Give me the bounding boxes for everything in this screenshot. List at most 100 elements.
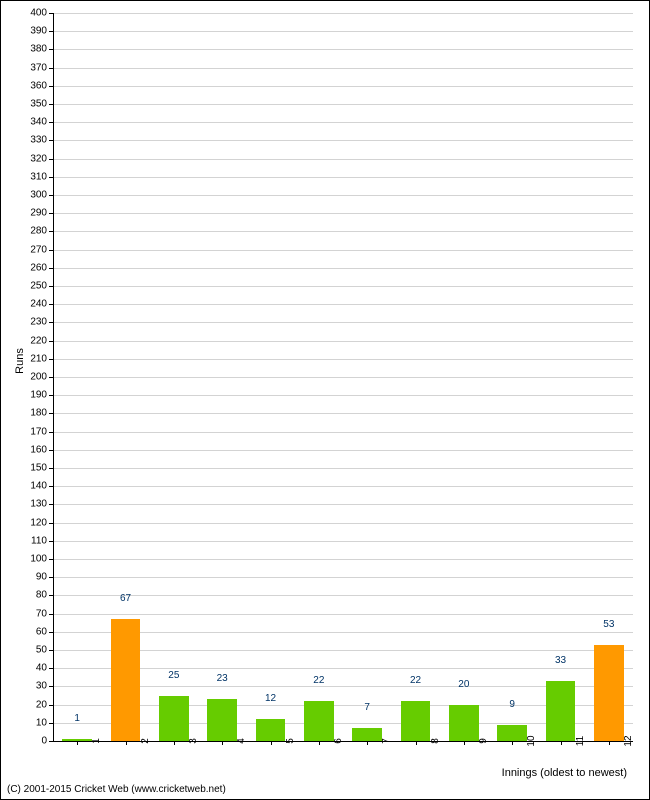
gridline	[53, 140, 633, 141]
gridline	[53, 104, 633, 105]
y-tick-label: 60	[36, 626, 53, 637]
gridline	[53, 31, 633, 32]
y-tick-label: 0	[41, 736, 53, 747]
bar-value-label: 67	[120, 593, 131, 606]
y-tick-label: 10	[36, 717, 53, 728]
gridline	[53, 614, 633, 615]
y-tick-label: 340	[30, 117, 53, 128]
y-tick-label: 90	[36, 572, 53, 583]
y-tick-label: 320	[30, 153, 53, 164]
gridline	[53, 559, 633, 560]
bar-value-label: 7	[364, 702, 370, 715]
y-tick-label: 30	[36, 681, 53, 692]
bar-value-label: 22	[313, 675, 324, 688]
y-tick-label: 330	[30, 135, 53, 146]
y-tick-label: 280	[30, 226, 53, 237]
gridline	[53, 541, 633, 542]
y-tick-label: 40	[36, 663, 53, 674]
bar	[401, 701, 431, 741]
y-tick-label: 130	[30, 499, 53, 510]
y-tick-label: 370	[30, 62, 53, 73]
bar-value-label: 20	[458, 679, 469, 692]
y-tick-label: 400	[30, 8, 53, 19]
bar	[207, 699, 237, 741]
gridline	[53, 177, 633, 178]
y-tick-label: 110	[31, 535, 53, 546]
bar-value-label: 12	[265, 693, 276, 706]
gridline	[53, 341, 633, 342]
gridline	[53, 577, 633, 578]
y-tick-label: 300	[30, 190, 53, 201]
bar-value-label: 1	[74, 713, 80, 726]
bar	[594, 645, 624, 741]
gridline	[53, 286, 633, 287]
y-tick-label: 200	[30, 372, 53, 383]
gridline	[53, 159, 633, 160]
chart-container: 0102030405060708090100110120130140150160…	[0, 0, 650, 800]
y-tick-label: 250	[30, 281, 53, 292]
gridline	[53, 68, 633, 69]
gridline	[53, 250, 633, 251]
gridline	[53, 122, 633, 123]
gridline	[53, 231, 633, 232]
gridline	[53, 304, 633, 305]
gridline	[53, 195, 633, 196]
bar-value-label: 22	[410, 675, 421, 688]
copyright-text: (C) 2001-2015 Cricket Web (www.cricketwe…	[7, 784, 226, 795]
y-tick-label: 80	[36, 590, 53, 601]
y-tick-label: 220	[30, 335, 53, 346]
gridline	[53, 595, 633, 596]
gridline	[53, 413, 633, 414]
y-tick-label: 20	[36, 699, 53, 710]
gridline	[53, 486, 633, 487]
y-tick-label: 150	[30, 463, 53, 474]
gridline	[53, 377, 633, 378]
gridline	[53, 268, 633, 269]
bar	[546, 681, 576, 741]
y-tick-label: 190	[30, 390, 53, 401]
bar-value-label: 25	[168, 670, 179, 683]
gridline	[53, 359, 633, 360]
y-tick-label: 360	[30, 80, 53, 91]
bar	[159, 696, 189, 742]
bar-value-label: 53	[603, 619, 614, 632]
y-tick-label: 160	[30, 444, 53, 455]
y-axis-line	[53, 13, 54, 741]
gridline	[53, 523, 633, 524]
gridline	[53, 322, 633, 323]
y-tick-label: 140	[30, 481, 53, 492]
gridline	[53, 213, 633, 214]
bar	[449, 705, 479, 741]
x-axis-title: Innings (oldest to newest)	[502, 767, 627, 779]
gridline	[53, 86, 633, 87]
y-tick-label: 290	[30, 208, 53, 219]
bar-value-label: 33	[555, 655, 566, 668]
y-tick-label: 350	[30, 99, 53, 110]
y-axis-title: Runs	[14, 348, 26, 374]
plot-area: 0102030405060708090100110120130140150160…	[53, 13, 633, 741]
y-tick-label: 310	[30, 171, 53, 182]
gridline	[53, 13, 633, 14]
gridline	[53, 49, 633, 50]
x-axis-line	[53, 741, 633, 742]
gridline	[53, 468, 633, 469]
gridline	[53, 395, 633, 396]
y-tick-label: 180	[30, 408, 53, 419]
y-tick-label: 390	[30, 26, 53, 37]
bar-value-label: 9	[509, 699, 515, 712]
y-tick-label: 120	[30, 517, 53, 528]
gridline	[53, 504, 633, 505]
gridline	[53, 450, 633, 451]
y-tick-label: 260	[30, 262, 53, 273]
bar-value-label: 23	[217, 673, 228, 686]
y-tick-label: 170	[30, 426, 53, 437]
y-tick-label: 100	[30, 554, 53, 565]
bar	[111, 619, 141, 741]
y-tick-label: 380	[30, 44, 53, 55]
bar	[304, 701, 334, 741]
gridline	[53, 432, 633, 433]
y-tick-label: 210	[30, 353, 53, 364]
y-tick-label: 70	[36, 608, 53, 619]
y-tick-label: 50	[36, 645, 53, 656]
y-tick-label: 240	[30, 299, 53, 310]
